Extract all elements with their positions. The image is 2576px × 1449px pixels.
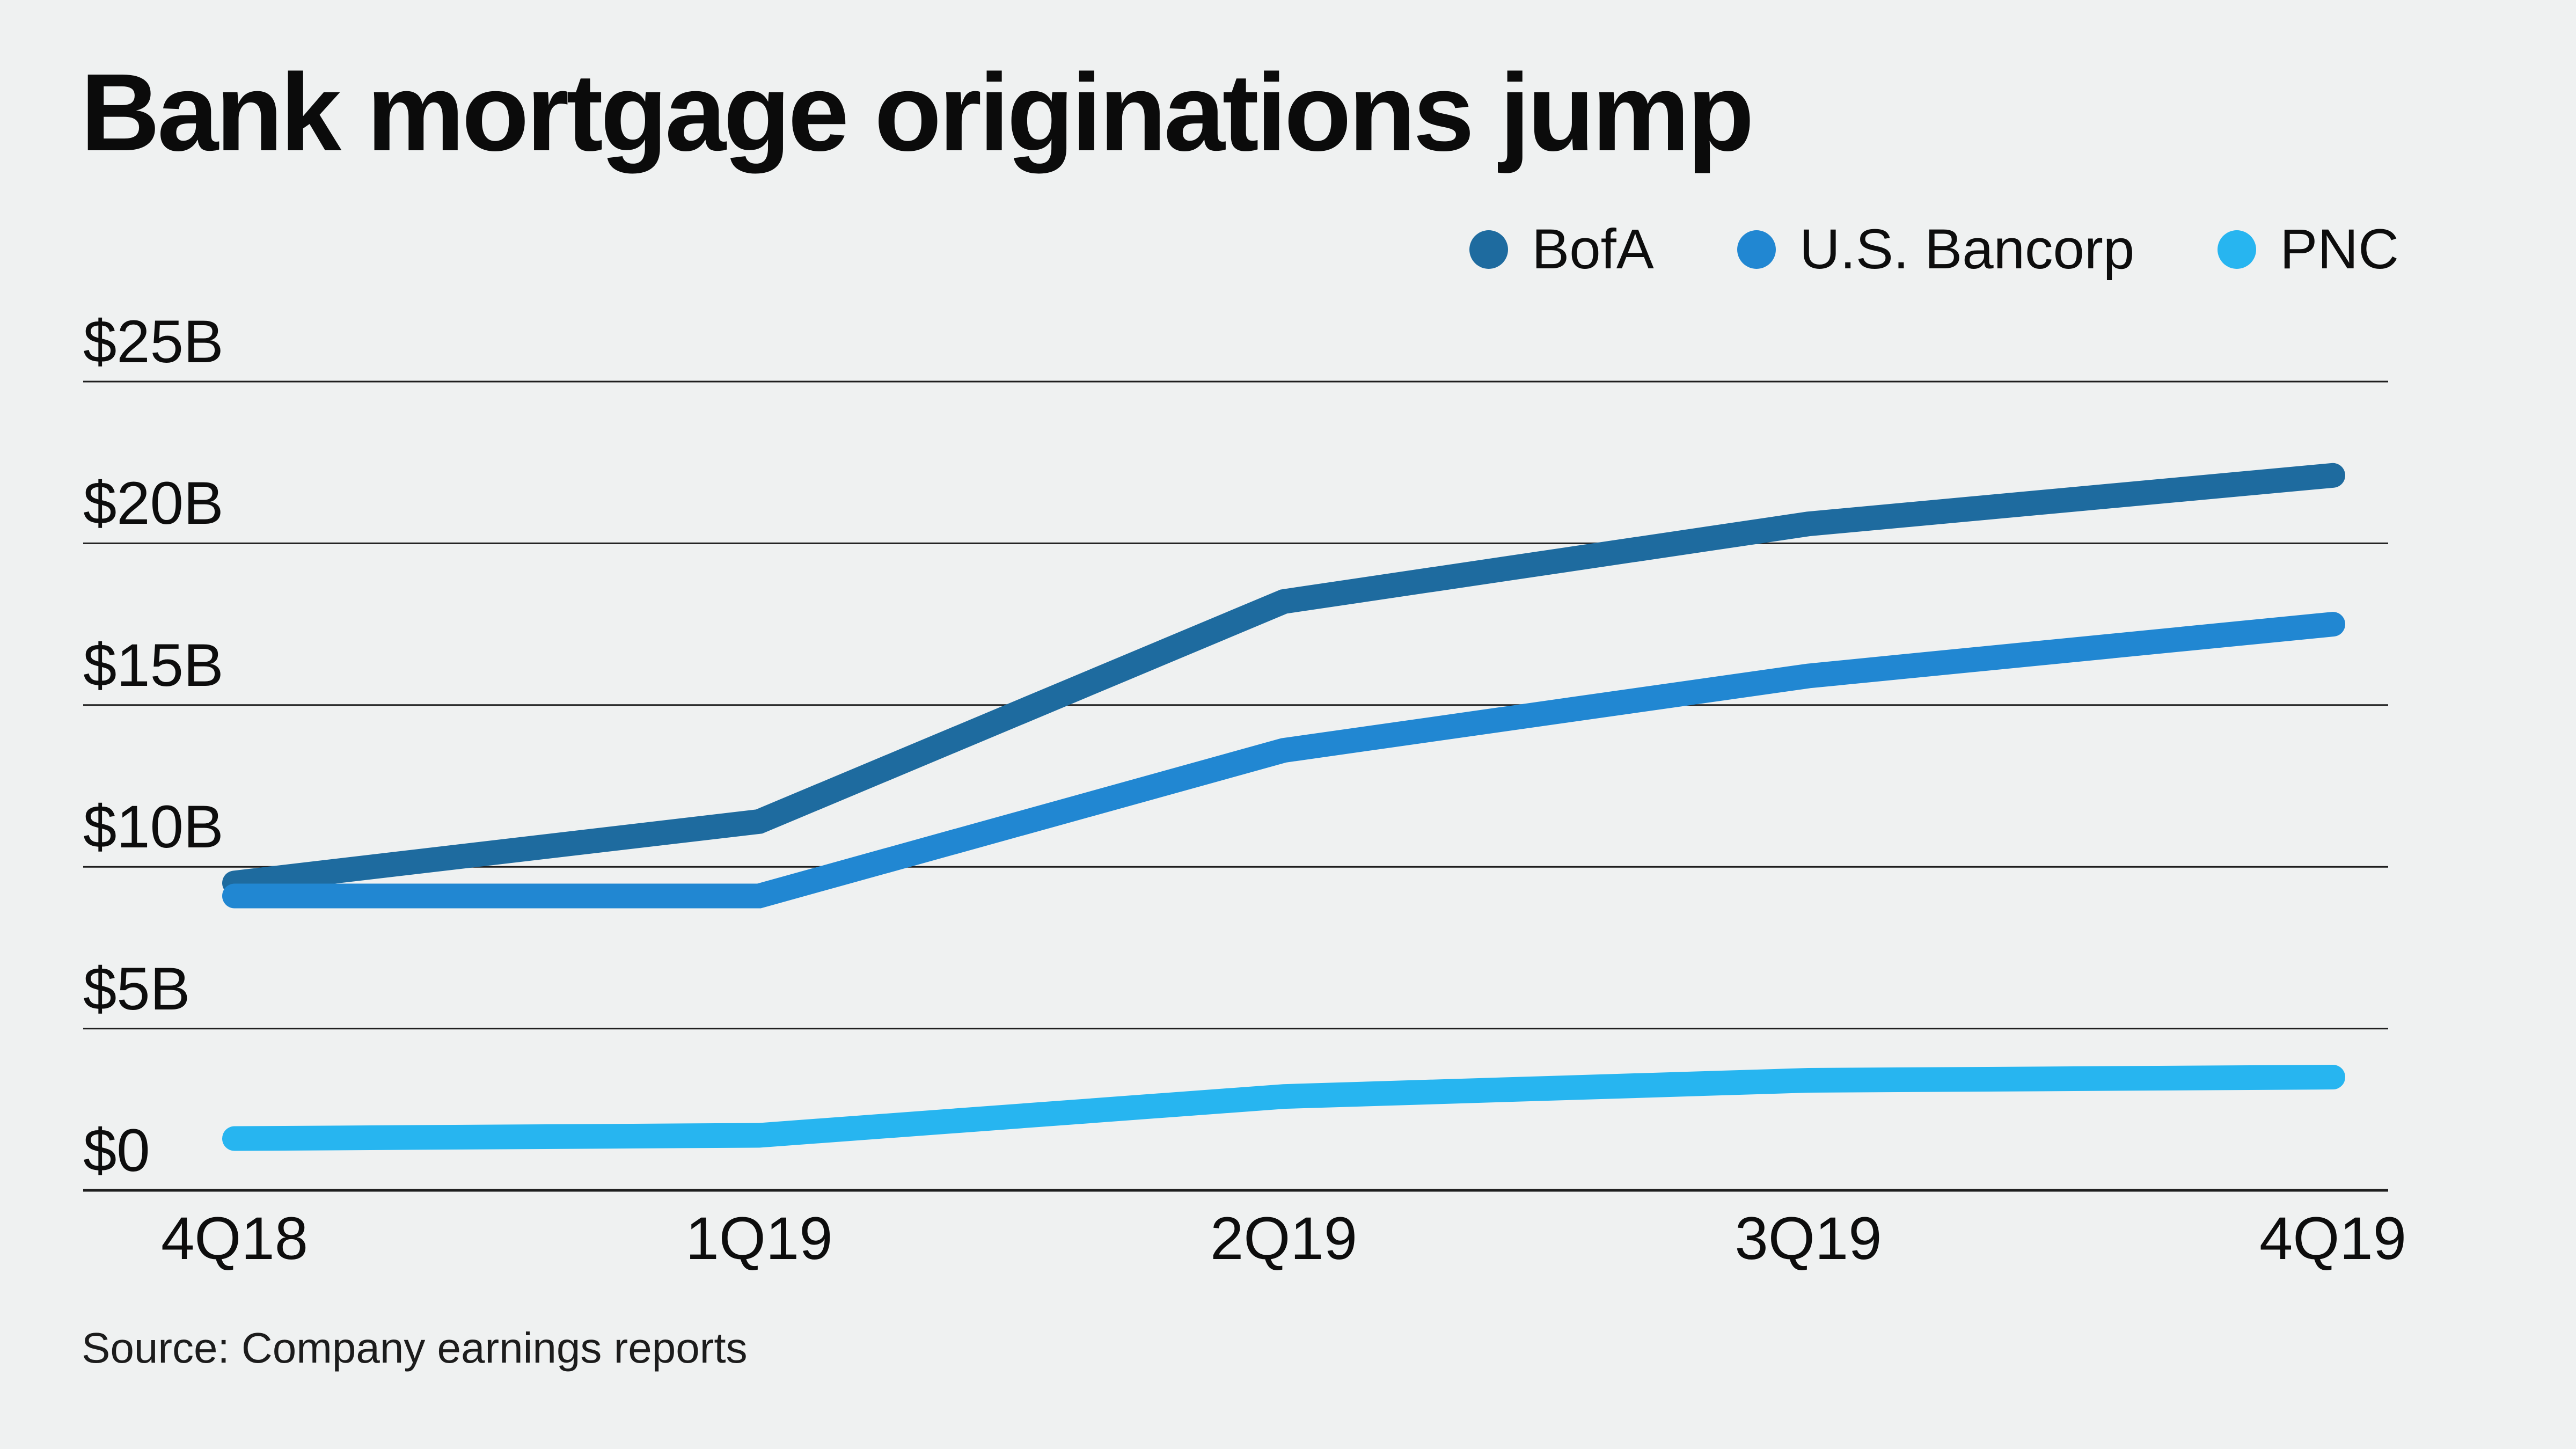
y-axis-label: $0 [83,1117,150,1184]
source-note: Source: Company earnings reports [82,1324,748,1372]
legend-item-us-bancorp: U.S. Bancorp [1737,217,2134,282]
series-line-u-s-bancorp [222,612,2345,909]
x-axis-label: 1Q19 [685,1205,833,1272]
legend: BofA U.S. Bancorp PNC [1469,217,2399,282]
y-axis-label: $10B [83,793,224,861]
legend-dot-pnc-icon [2218,230,2257,269]
x-axis-label: 4Q18 [161,1205,308,1272]
legend-label-bofa: BofA [1532,218,1654,281]
y-axis-label: $15B [83,631,224,699]
chart-title: Bank mortgage originations jump [80,51,1754,174]
y-axis-label: $20B [83,470,224,537]
legend-item-pnc: PNC [2218,217,2399,282]
legend-label-pnc: PNC [2280,218,2399,281]
legend-dot-us-bancorp-icon [1737,230,1776,269]
x-axis-label: 3Q19 [1735,1205,1882,1272]
x-axis-label: 2Q19 [1210,1205,1357,1272]
y-axis-label: $25B [83,308,224,375]
legend-dot-bofa-icon [1469,230,1509,269]
legend-item-bofa: BofA [1469,217,1654,282]
legend-label-us-bancorp: U.S. Bancorp [1799,218,2135,281]
y-axis-label: $5B [83,955,191,1022]
series-line-bofa [222,463,2345,896]
series-line-pnc [222,1065,2345,1151]
x-axis-label: 4Q19 [2259,1205,2406,1272]
